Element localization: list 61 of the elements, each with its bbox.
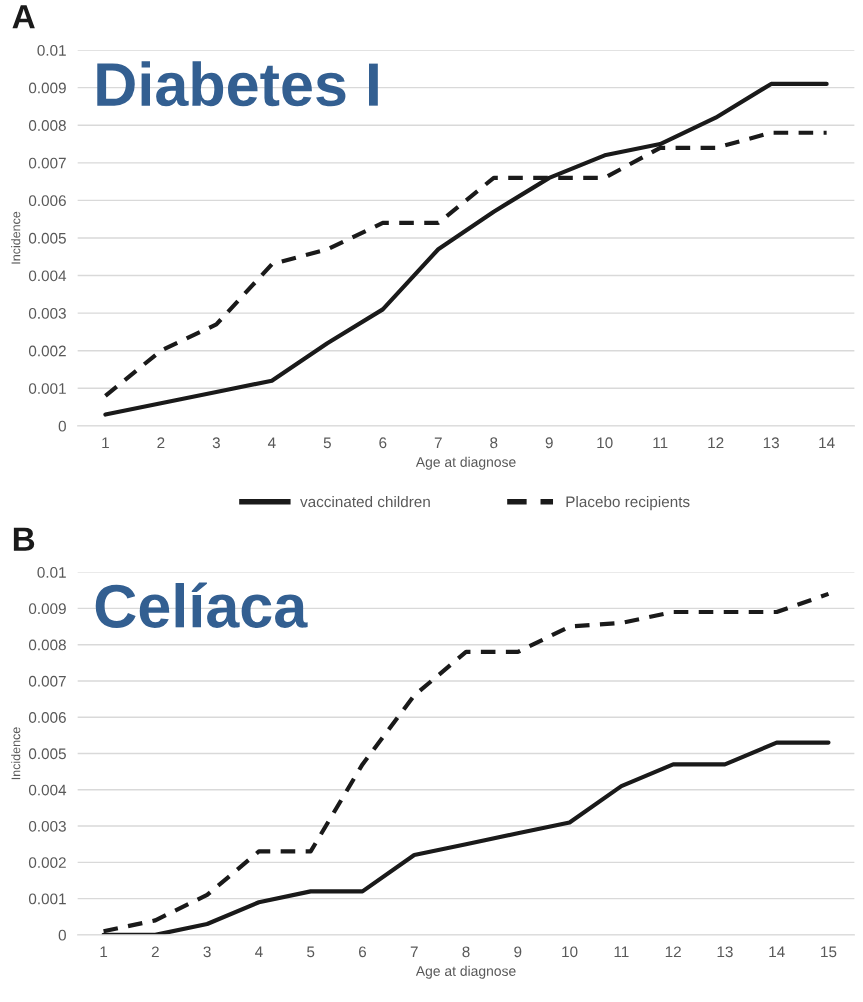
legend-label: Placebo recipients [566,495,690,511]
x-tick-label: 14 [819,437,835,449]
x-tick-label: 10 [562,946,578,958]
y-tick-label: 0.002 [28,345,66,357]
chart-title: B [13,527,35,551]
y-tick-label: 0.003 [28,307,66,319]
x-tick-label: 13 [717,946,733,958]
x-tick-label: 3 [203,946,211,958]
x-tick-label: 9 [514,946,522,958]
y-tick-label: 0.009 [28,603,66,615]
y-tick-label: 0.006 [28,195,66,207]
chart-subtitle: Diabetes I [97,61,378,107]
y-tick-label: 0.007 [28,157,66,169]
x-tick-label: 3 [212,437,220,449]
y-tick-label: 0.006 [28,712,66,723]
y-tick-label: 0.003 [28,820,66,832]
y-tick-label: 0.002 [28,857,66,869]
y-axis-title: Incidence [11,211,21,264]
y-tick-label: 0.004 [28,270,67,282]
x-axis-title: Age at diagnose [415,965,516,979]
y-tick-label: 0.005 [28,748,66,760]
x-tick-label: 11 [653,437,668,449]
x-tick-label: 2 [151,946,159,958]
y-tick-label: 0.007 [28,675,66,687]
y-axis-title: Incidence [11,727,21,780]
x-tick-label: 9 [545,437,553,449]
x-tick-label: 6 [358,946,367,958]
x-tick-label: 7 [410,946,418,958]
x-axis-title: Age at diagnose [415,456,516,470]
x-tick-label: 6 [379,437,387,449]
x-tick-label: 13 [763,437,779,449]
y-tick-label: 0.004 [28,784,67,796]
x-tick-label: 8 [490,437,498,449]
x-tick-label: 5 [323,437,331,449]
y-tick-label: 0.009 [28,82,66,94]
x-tick-label: 8 [462,946,470,958]
x-tick-label: 1 [100,946,108,958]
x-tick-label: 12 [708,437,724,449]
x-tick-label: 1 [102,437,109,449]
x-tick-label: 4 [255,946,263,958]
y-tick-label: 0.01 [37,567,66,578]
legend-label: vaccinated children [300,495,430,508]
y-tick-label: 0.008 [28,120,66,131]
x-tick-label: 4 [267,437,276,449]
x-tick-label: 5 [307,946,315,958]
y-tick-label: 0 [58,420,66,432]
y-tick-label: 0 [58,929,66,941]
y-tick-label: 0.008 [28,639,66,651]
x-tick-label: 12 [665,946,681,958]
x-tick-label: 15 [821,946,837,958]
x-tick-label: 10 [597,437,613,449]
x-tick-label: 7 [434,437,442,449]
x-tick-label: 14 [769,946,785,958]
x-tick-label: 2 [157,437,165,449]
x-tick-label: 11 [614,946,629,958]
y-tick-label: 0.01 [37,44,66,56]
y-tick-label: 0.005 [28,232,66,244]
y-tick-label: 0.001 [28,383,66,394]
chart-title: A [12,5,35,29]
y-tick-label: 0.001 [28,893,66,905]
chart-subtitle: Celíaca [95,582,308,628]
